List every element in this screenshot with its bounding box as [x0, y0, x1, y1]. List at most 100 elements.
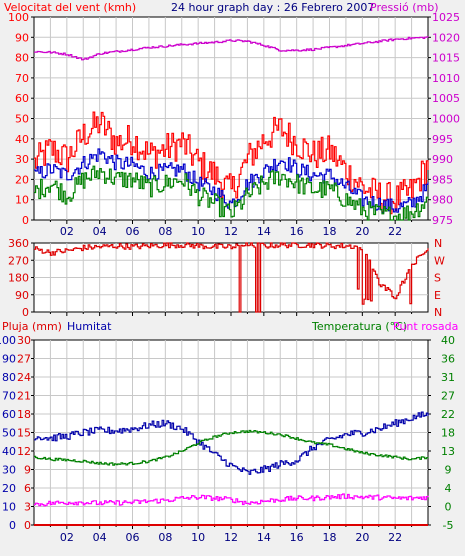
y-tick-label: 10 — [15, 194, 29, 207]
x-tick-label: 12 — [224, 225, 238, 238]
y-tick-label: 90 — [15, 289, 29, 302]
humidity-tick-label: 70 — [2, 390, 16, 403]
temperature-tick-label: 22 — [441, 408, 455, 421]
temperature-tick-label: 36 — [441, 353, 455, 366]
rain-tick-label: 15 — [17, 427, 31, 440]
y-right-tick-label: 980 — [432, 194, 453, 207]
y-right-tick-label: 985 — [432, 173, 453, 186]
humidity-tick-label: 20 — [2, 482, 16, 495]
x-tick-label: 04 — [93, 531, 107, 544]
y-right-tick-label: 1020 — [432, 31, 460, 44]
y-tick-label: 90 — [15, 31, 29, 44]
rain-tick-label: 3 — [24, 501, 31, 514]
header-title: 24 hour graph day : 26 Febrero 2007 — [171, 1, 374, 14]
x-tick-label: 18 — [323, 225, 337, 238]
rain-tick-label: 0 — [24, 519, 31, 532]
direction-label: N — [434, 237, 442, 250]
humidity-line — [34, 411, 429, 475]
temperature-tick-label: 4 — [445, 482, 452, 495]
temperature-tick-label: 13 — [441, 445, 455, 458]
humidity-tick-label: 30 — [2, 464, 16, 477]
x-tick-label: 20 — [355, 225, 369, 238]
x-tick-label: 10 — [191, 531, 205, 544]
x-tick-label: 10 — [191, 225, 205, 238]
direction-label: E — [434, 289, 441, 302]
humidity-tick-label: 100 — [0, 334, 16, 347]
y-right-tick-label: 1015 — [432, 52, 460, 65]
y-tick-label: 0 — [22, 214, 29, 227]
wind-direction-chart: 360 N 270 W 180 S 90 E 0 N — [8, 237, 445, 319]
humidity-tick-label: 50 — [2, 427, 16, 440]
x-tick-label: 20 — [355, 531, 369, 544]
y-tick-label: 70 — [15, 72, 29, 85]
x-tick-label: 14 — [257, 531, 271, 544]
wind-average-line — [34, 148, 429, 214]
x-tick-label: 16 — [290, 531, 304, 544]
humidity-tick-label: 0 — [9, 519, 16, 532]
y-tick-label: 40 — [15, 133, 29, 146]
temperature-tick-label: 27 — [441, 390, 455, 403]
temperature-tick-label: 40 — [441, 334, 455, 347]
humidity-tick-label: 40 — [2, 445, 16, 458]
x-tick-label: 02 — [60, 225, 74, 238]
y-tick-label: 60 — [15, 92, 29, 105]
y-tick-label: 360 — [8, 237, 29, 250]
y-tick-label: 80 — [15, 52, 29, 65]
y-tick-label: 0 — [22, 306, 29, 319]
x-tick-label: 08 — [158, 225, 172, 238]
humidity-tick-label: 60 — [2, 408, 16, 421]
humidity-tick-label: 80 — [2, 371, 16, 384]
x-tick-label: 14 — [257, 225, 271, 238]
x-tick-label: 16 — [290, 225, 304, 238]
temperature-tick-label: 9 — [445, 464, 452, 477]
header-pressure-label: Pressió (mb) — [370, 1, 439, 14]
pressure-line — [34, 36, 429, 61]
y-tick-label: 180 — [8, 272, 29, 285]
rain-tick-label: 21 — [17, 390, 31, 403]
y-tick-label: 20 — [15, 173, 29, 186]
humidity-tick-label: 10 — [2, 501, 16, 514]
humidity-temperature-chart: 1003040902736802431702127601822501518401… — [0, 334, 455, 544]
humidity-tick-label: 90 — [2, 353, 16, 366]
y-tick-label: 30 — [15, 153, 29, 166]
x-tick-label: 06 — [126, 225, 140, 238]
direction-label: N — [434, 306, 442, 319]
y-tick-label: 50 — [15, 113, 29, 126]
direction-label: S — [434, 272, 441, 285]
header-wind-label: Velocitat del vent (kmh) — [4, 1, 136, 14]
y-right-tick-label: 1000 — [432, 113, 460, 126]
x-tick-label: 22 — [388, 531, 402, 544]
rain-tick-label: 18 — [17, 408, 31, 421]
temperature-tick-label: 0 — [445, 501, 452, 514]
punt-rosada-label: Punt rosada — [393, 320, 458, 333]
wind-gust-line — [34, 111, 429, 215]
rain-tick-label: 6 — [24, 482, 31, 495]
y-right-tick-label: 1025 — [432, 11, 460, 24]
y-tick-label: 270 — [8, 254, 29, 267]
x-tick-label: 08 — [158, 531, 172, 544]
rain-tick-label: 12 — [17, 445, 31, 458]
temperature-line — [34, 429, 429, 466]
y-tick-label: 100 — [8, 11, 29, 24]
x-tick-label: 04 — [93, 225, 107, 238]
y-right-tick-label: 975 — [432, 214, 453, 227]
direction-label: W — [434, 254, 445, 267]
rain-tick-label: 24 — [17, 371, 31, 384]
temperature-tick-label: 31 — [441, 371, 455, 384]
y-right-tick-label: 990 — [432, 153, 453, 166]
y-right-tick-label: 1010 — [432, 72, 460, 85]
x-tick-label: 02 — [60, 531, 74, 544]
y-right-tick-label: 995 — [432, 133, 453, 146]
temperatura-label: Temperatura (°C) — [311, 320, 407, 333]
humitat-label: Humitat — [67, 320, 112, 333]
wind-direction-line — [34, 242, 429, 313]
pluja-label: Pluja (mm) — [2, 320, 62, 333]
x-tick-label: 12 — [224, 531, 238, 544]
x-tick-label: 22 — [388, 225, 402, 238]
wind-pressure-chart: 1009080706050403020100102510201015101010… — [8, 11, 460, 238]
rain-tick-label: 27 — [17, 353, 31, 366]
x-tick-label: 06 — [126, 531, 140, 544]
dewpoint-line — [34, 493, 429, 507]
